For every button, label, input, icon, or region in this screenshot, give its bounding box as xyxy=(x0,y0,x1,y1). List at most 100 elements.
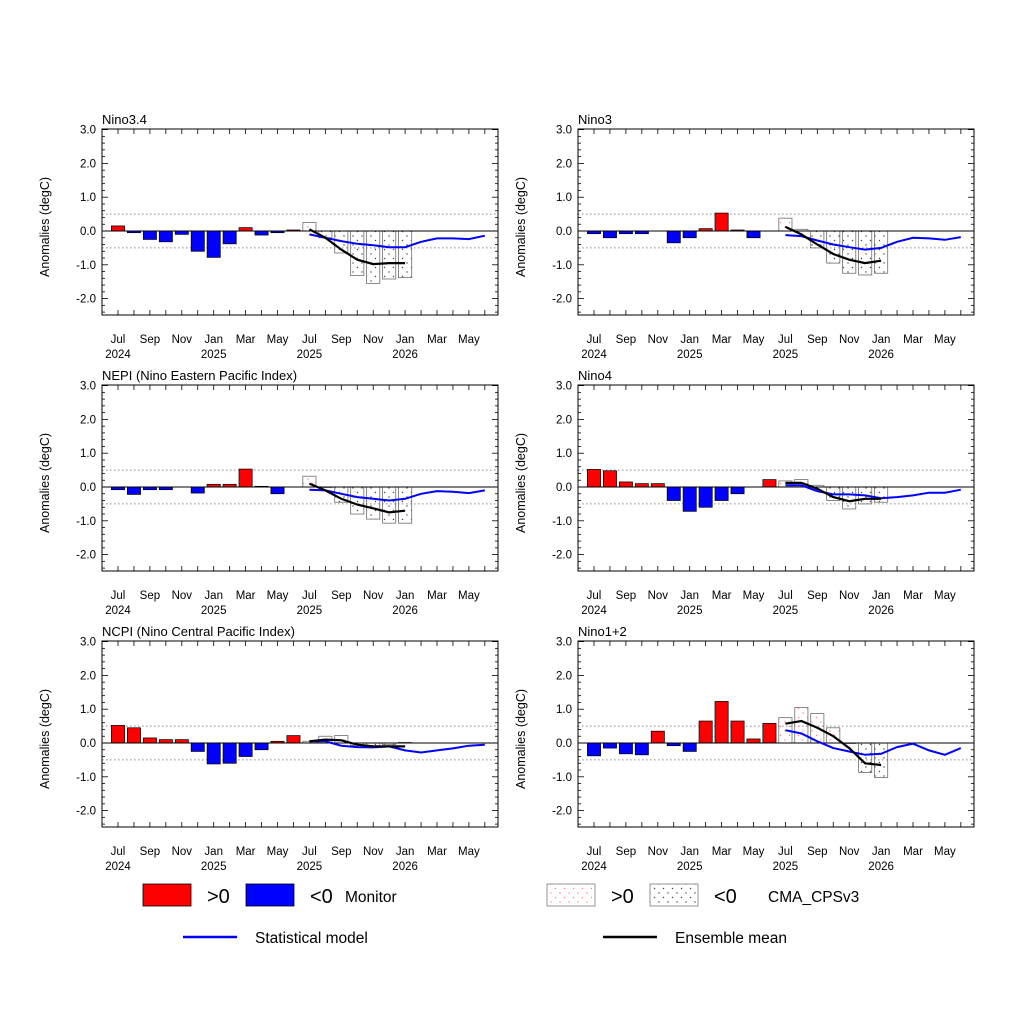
y-tick-label: -2.0 xyxy=(552,550,572,562)
monitor-bar xyxy=(238,227,253,232)
y-axis-label: Anomalies (degC) xyxy=(38,433,52,533)
monitor-bar xyxy=(602,742,617,749)
y-tick-label: 0.0 xyxy=(80,738,96,750)
x-month-label: Jan xyxy=(680,334,699,346)
statistical-line xyxy=(785,729,962,756)
monitor-bar xyxy=(730,720,745,744)
monitor-bar xyxy=(650,483,665,488)
y-tick-label: 2.0 xyxy=(80,670,96,682)
panel-frame xyxy=(577,384,975,572)
x-year-label: 2026 xyxy=(868,861,894,873)
y-axis-label: Anomalies (degC) xyxy=(38,689,52,789)
cma-bar xyxy=(874,486,889,503)
monitor-bar xyxy=(698,720,713,744)
y-tick-label: 1.0 xyxy=(80,448,96,460)
x-month-label: May xyxy=(458,846,480,858)
monitor-bar xyxy=(618,481,633,488)
monitor-bar xyxy=(142,737,157,744)
x-month-label: May xyxy=(743,846,765,858)
x-month-label: Jul xyxy=(302,334,317,346)
y-tick-label: 3.0 xyxy=(556,381,572,393)
ensemble-line xyxy=(785,481,882,503)
monitor-bar xyxy=(206,742,221,765)
x-month-label: Jan xyxy=(204,334,223,346)
monitor-bar xyxy=(222,230,237,245)
monitor-bar xyxy=(666,486,681,501)
ensemble-line xyxy=(785,719,882,767)
legend-monitor-pos-swatch xyxy=(142,883,192,907)
statistical-line xyxy=(309,740,485,754)
x-month-label: Jan xyxy=(680,846,699,858)
y-tick-label: 1.0 xyxy=(80,192,96,204)
x-month-label: Mar xyxy=(903,334,923,346)
monitor-bar xyxy=(634,742,649,756)
x-month-label: Mar xyxy=(236,590,256,602)
monitor-bar xyxy=(714,486,729,501)
x-month-label: Jan xyxy=(204,590,223,602)
monitor-bar xyxy=(682,486,697,512)
x-month-label: Sep xyxy=(331,846,351,858)
x-month-label: Nov xyxy=(839,590,860,602)
legend-cma-neg-label: <0 xyxy=(714,886,737,908)
cma-bar xyxy=(350,230,365,277)
y-tick-label: -1.0 xyxy=(552,516,572,528)
legend: >0 <0 Monitor >0 <0 CMA_CPSv3 Statistica… xyxy=(142,883,859,947)
monitor-bar xyxy=(650,730,665,744)
panel-title: Nino4 xyxy=(578,368,612,383)
x-month-label: Sep xyxy=(331,334,351,346)
x-month-label: Jan xyxy=(396,334,415,346)
panel-title: NCPI (Nino Central Pacific Index) xyxy=(102,624,295,639)
x-month-label: May xyxy=(934,334,956,346)
x-month-label: Nov xyxy=(839,846,860,858)
x-year-label: 2026 xyxy=(392,349,418,361)
cma-bar xyxy=(858,230,873,276)
x-month-label: May xyxy=(458,334,480,346)
y-tick-label: 0.0 xyxy=(556,226,572,238)
x-year-label: 2026 xyxy=(868,349,894,361)
x-year-label: 2025 xyxy=(677,605,703,617)
y-tick-label: 2.0 xyxy=(80,158,96,170)
legend-monitor-label: Monitor xyxy=(345,889,397,906)
y-tick-label: -1.0 xyxy=(76,516,96,528)
cma-bar xyxy=(366,230,381,284)
legend-monitor-neg-label: <0 xyxy=(310,886,333,908)
y-tick-label: 2.0 xyxy=(80,414,96,426)
x-month-label: Nov xyxy=(363,846,384,858)
x-month-label: Mar xyxy=(712,846,732,858)
panel-nino4: Nino4 3.0 2.0 1.0 0.0 -1.0 -2.0 Anomalies (degC… xyxy=(514,368,975,617)
cma-bar xyxy=(826,230,841,264)
monitor-bar xyxy=(746,738,761,744)
monitor-bar xyxy=(190,230,205,252)
cma-bar xyxy=(794,707,809,744)
y-tick-label: -2.0 xyxy=(552,806,572,818)
cma-bar xyxy=(874,230,889,274)
monitor-bar xyxy=(730,486,745,495)
x-month-label: Sep xyxy=(140,334,160,346)
x-month-label: Nov xyxy=(172,334,193,346)
monitor-bar xyxy=(698,486,713,508)
legend-monitor-pos-label: >0 xyxy=(207,886,230,908)
panel-title: Nino3 xyxy=(578,112,612,127)
panel-title: Nino3.4 xyxy=(102,112,147,127)
ensemble-line xyxy=(309,738,406,748)
legend-cma-pos-swatch xyxy=(546,883,596,907)
x-month-label: May xyxy=(458,590,480,602)
ensemble-line xyxy=(308,228,406,266)
x-month-label: Nov xyxy=(648,334,669,346)
x-year-label: 2025 xyxy=(297,349,323,361)
x-month-label: Jan xyxy=(396,590,415,602)
x-month-label: Jan xyxy=(396,846,415,858)
y-axis-label: Anomalies (degC) xyxy=(514,177,528,277)
x-month-label: Jul xyxy=(778,846,793,858)
panel-title: NEPI (Nino Eastern Pacific Index) xyxy=(102,368,297,383)
x-month-label: Jul xyxy=(587,846,602,858)
x-month-label: Jan xyxy=(204,846,223,858)
x-month-label: Nov xyxy=(648,846,669,858)
x-month-label: Sep xyxy=(616,334,636,346)
x-month-label: Nov xyxy=(839,334,860,346)
y-tick-label: 1.0 xyxy=(556,192,572,204)
x-month-label: Nov xyxy=(363,334,384,346)
monitor-bar xyxy=(142,230,157,240)
x-year-label: 2024 xyxy=(581,349,607,361)
x-year-label: 2024 xyxy=(581,605,607,617)
